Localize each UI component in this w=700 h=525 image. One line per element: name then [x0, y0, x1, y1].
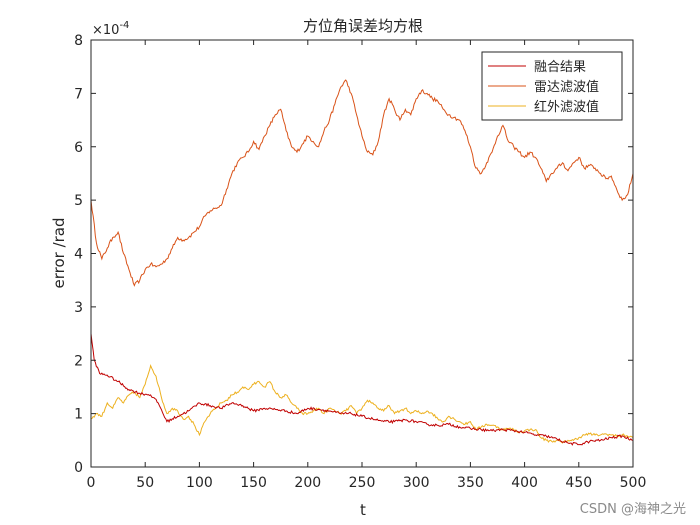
y-tick-label: 8 — [74, 33, 83, 49]
x-tick-label: 350 — [457, 475, 484, 491]
x-tick-label: 200 — [294, 475, 321, 491]
x-tick-label: 150 — [240, 475, 267, 491]
legend-label: 融合结果 — [534, 60, 586, 75]
y-tick-label: 1 — [74, 407, 83, 423]
y-tick-label: 6 — [74, 140, 83, 156]
x-tick-label: 300 — [403, 475, 430, 491]
y-exponent-base: ×10 — [92, 23, 119, 38]
chart-title: 方位角误差均方根 — [303, 17, 423, 35]
series-line-2 — [91, 363, 633, 444]
axes: 0 50 100 150 200 250 300 350 400 450 500 0 1 2 3 4 5 6 7 8 — [74, 33, 646, 491]
y-tick-label: 0 — [74, 460, 83, 476]
x-tick-label: 400 — [511, 475, 538, 491]
y-tick-label: 3 — [74, 300, 83, 316]
watermark-text: CSDN @海神之光 — [579, 502, 686, 517]
y-exponent-power: -4 — [119, 20, 129, 31]
x-tick-label: 0 — [87, 475, 96, 491]
y-tick-label: 4 — [74, 247, 83, 263]
series-line-0 — [91, 333, 633, 446]
series-line-1 — [91, 79, 633, 287]
legend-label: 红外滤波值 — [534, 99, 599, 115]
x-tick-label: 500 — [620, 475, 647, 491]
y-axis-exponent: ×10-4 — [92, 20, 129, 38]
x-tick-label: 100 — [186, 475, 213, 491]
x-tick-label: 250 — [349, 475, 376, 491]
x-tick-label: 450 — [565, 475, 592, 491]
y-tick-label: 7 — [74, 86, 83, 102]
legend-label: 雷达滤波值 — [534, 79, 599, 95]
y-tick-label: 2 — [74, 353, 83, 369]
y-axis-label: error /rad — [50, 217, 68, 288]
y-tick-label: 5 — [74, 193, 83, 209]
x-axis-label: t — [360, 501, 366, 519]
x-tick-label: 50 — [136, 475, 154, 491]
